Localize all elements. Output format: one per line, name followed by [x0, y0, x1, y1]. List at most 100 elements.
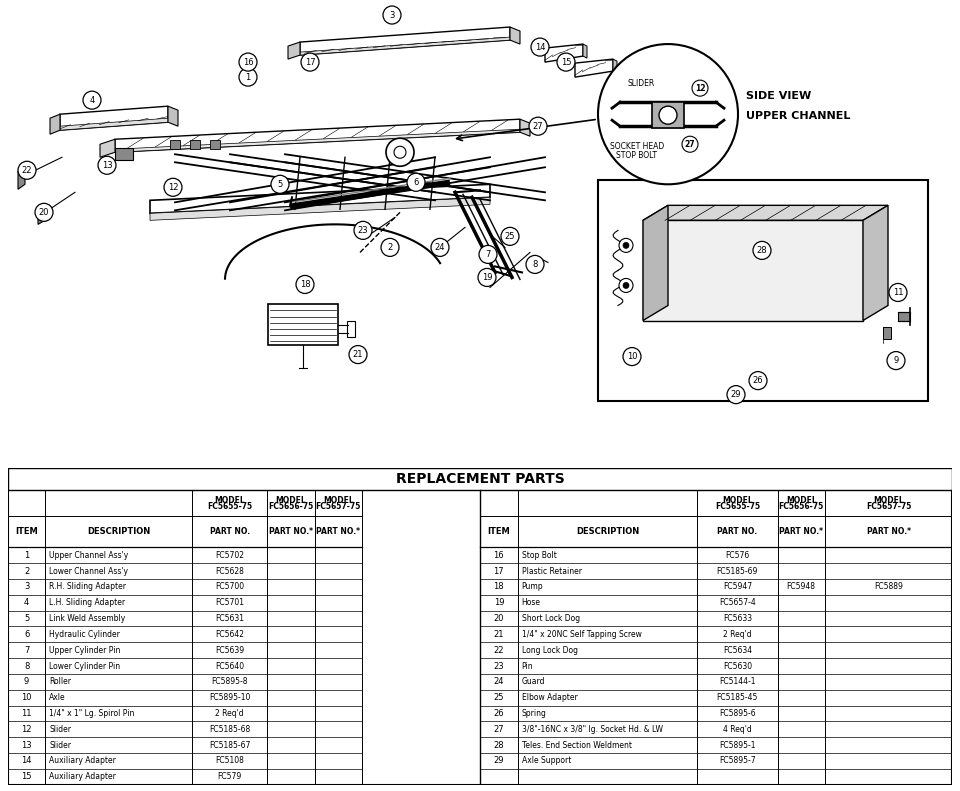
Bar	[170, 140, 180, 149]
Text: FC5657-75: FC5657-75	[316, 502, 361, 511]
Text: 15: 15	[21, 772, 32, 782]
Text: 4: 4	[89, 96, 95, 104]
Text: FC5889: FC5889	[875, 582, 903, 592]
Polygon shape	[643, 206, 888, 221]
Circle shape	[381, 238, 399, 256]
Circle shape	[301, 53, 319, 71]
Text: FC5655-75: FC5655-75	[715, 502, 760, 511]
Text: Pump: Pump	[521, 582, 543, 592]
Text: FC576: FC576	[726, 551, 750, 560]
Text: FC5631: FC5631	[215, 614, 244, 623]
Text: Slider: Slider	[49, 725, 71, 734]
Text: 25: 25	[493, 693, 504, 702]
Text: MODEL: MODEL	[276, 496, 306, 505]
Text: Auxiliary Adapter: Auxiliary Adapter	[49, 756, 116, 766]
Text: ITEM: ITEM	[15, 528, 38, 536]
Text: Lower Channel Ass'y: Lower Channel Ass'y	[49, 566, 129, 576]
Bar	[115, 148, 133, 161]
Bar	[643, 221, 863, 320]
Text: FC5108: FC5108	[215, 756, 244, 766]
Circle shape	[619, 278, 633, 293]
Text: Hose: Hose	[521, 598, 540, 607]
Text: 19: 19	[482, 273, 492, 282]
Text: 23: 23	[358, 226, 369, 235]
Circle shape	[501, 227, 519, 245]
Text: 3/8"-16NC x 3/8" lg. Socket Hd. & LW: 3/8"-16NC x 3/8" lg. Socket Hd. & LW	[521, 725, 662, 734]
Circle shape	[692, 80, 708, 97]
Text: 1/4" x 1" Lg. Spirol Pin: 1/4" x 1" Lg. Spirol Pin	[49, 709, 134, 718]
Text: 5: 5	[277, 180, 282, 189]
Circle shape	[239, 53, 257, 71]
Text: 14: 14	[21, 756, 32, 766]
Circle shape	[557, 53, 575, 71]
Text: PART NO.: PART NO.	[209, 528, 250, 536]
Circle shape	[682, 136, 698, 152]
Text: 11: 11	[893, 288, 903, 297]
Text: 4: 4	[24, 598, 29, 607]
Text: 26: 26	[753, 376, 763, 385]
Text: Upper Cylinder Pin: Upper Cylinder Pin	[49, 645, 121, 655]
Circle shape	[623, 282, 629, 289]
Text: MODEL: MODEL	[874, 496, 904, 505]
Text: 10: 10	[627, 352, 637, 361]
Text: 24: 24	[493, 677, 504, 687]
Text: PART NO.*: PART NO.*	[780, 528, 823, 536]
Text: Pin: Pin	[521, 661, 533, 671]
Text: 13: 13	[102, 161, 112, 170]
Circle shape	[354, 221, 372, 240]
Text: MODEL: MODEL	[722, 496, 753, 505]
Text: 14: 14	[535, 43, 545, 51]
Text: MODEL: MODEL	[786, 496, 817, 505]
Circle shape	[18, 161, 36, 180]
Circle shape	[239, 68, 257, 86]
Text: 1: 1	[246, 73, 251, 81]
Circle shape	[623, 347, 641, 365]
Text: REPLACEMENT PARTS: REPLACEMENT PARTS	[396, 472, 564, 486]
Text: Guard: Guard	[521, 677, 545, 687]
Text: FC5639: FC5639	[215, 645, 244, 655]
Text: 20: 20	[493, 614, 504, 623]
Text: SIDE VIEW: SIDE VIEW	[746, 91, 811, 101]
Text: FC5634: FC5634	[723, 645, 752, 655]
Text: Plastic Retainer: Plastic Retainer	[521, 566, 582, 576]
Text: Upper Channel Ass'y: Upper Channel Ass'y	[49, 551, 129, 560]
Text: FC5656-75: FC5656-75	[779, 502, 824, 511]
Circle shape	[529, 117, 547, 135]
Polygon shape	[510, 27, 520, 44]
Circle shape	[383, 6, 401, 24]
Text: 16: 16	[493, 551, 504, 560]
Text: Link Weld Assembly: Link Weld Assembly	[49, 614, 126, 623]
Text: 7: 7	[486, 250, 491, 259]
Circle shape	[271, 176, 289, 193]
Circle shape	[386, 138, 414, 166]
Polygon shape	[18, 166, 25, 189]
Text: PART NO.*: PART NO.*	[269, 528, 313, 536]
Text: PART NO.*: PART NO.*	[316, 528, 360, 536]
Text: Teles. End Section Weldment: Teles. End Section Weldment	[521, 740, 632, 750]
Text: 6: 6	[414, 178, 419, 187]
Text: Lower Cylinder Pin: Lower Cylinder Pin	[49, 661, 120, 671]
Text: 2 Req'd: 2 Req'd	[723, 630, 752, 639]
Text: 4 Req'd: 4 Req'd	[723, 725, 752, 734]
Text: 16: 16	[243, 58, 253, 66]
Text: 6: 6	[24, 630, 29, 639]
Circle shape	[35, 203, 53, 221]
Text: PART NO.*: PART NO.*	[867, 528, 910, 536]
Bar	[883, 327, 891, 339]
Polygon shape	[100, 139, 115, 157]
Circle shape	[623, 242, 629, 248]
Text: ITEM: ITEM	[488, 528, 511, 536]
Circle shape	[887, 351, 905, 369]
Circle shape	[431, 238, 449, 256]
Text: 11: 11	[21, 709, 32, 718]
Text: Auxiliary Adapter: Auxiliary Adapter	[49, 772, 116, 782]
Circle shape	[598, 44, 738, 184]
Text: FC5702: FC5702	[215, 551, 244, 560]
Text: FC5185-45: FC5185-45	[717, 693, 758, 702]
Text: STOP BOLT: STOP BOLT	[616, 151, 657, 161]
Text: 23: 23	[493, 661, 504, 671]
Text: 21: 21	[352, 350, 363, 359]
Circle shape	[659, 106, 677, 124]
Text: FC579: FC579	[218, 772, 242, 782]
Text: FC5185-67: FC5185-67	[209, 740, 251, 750]
